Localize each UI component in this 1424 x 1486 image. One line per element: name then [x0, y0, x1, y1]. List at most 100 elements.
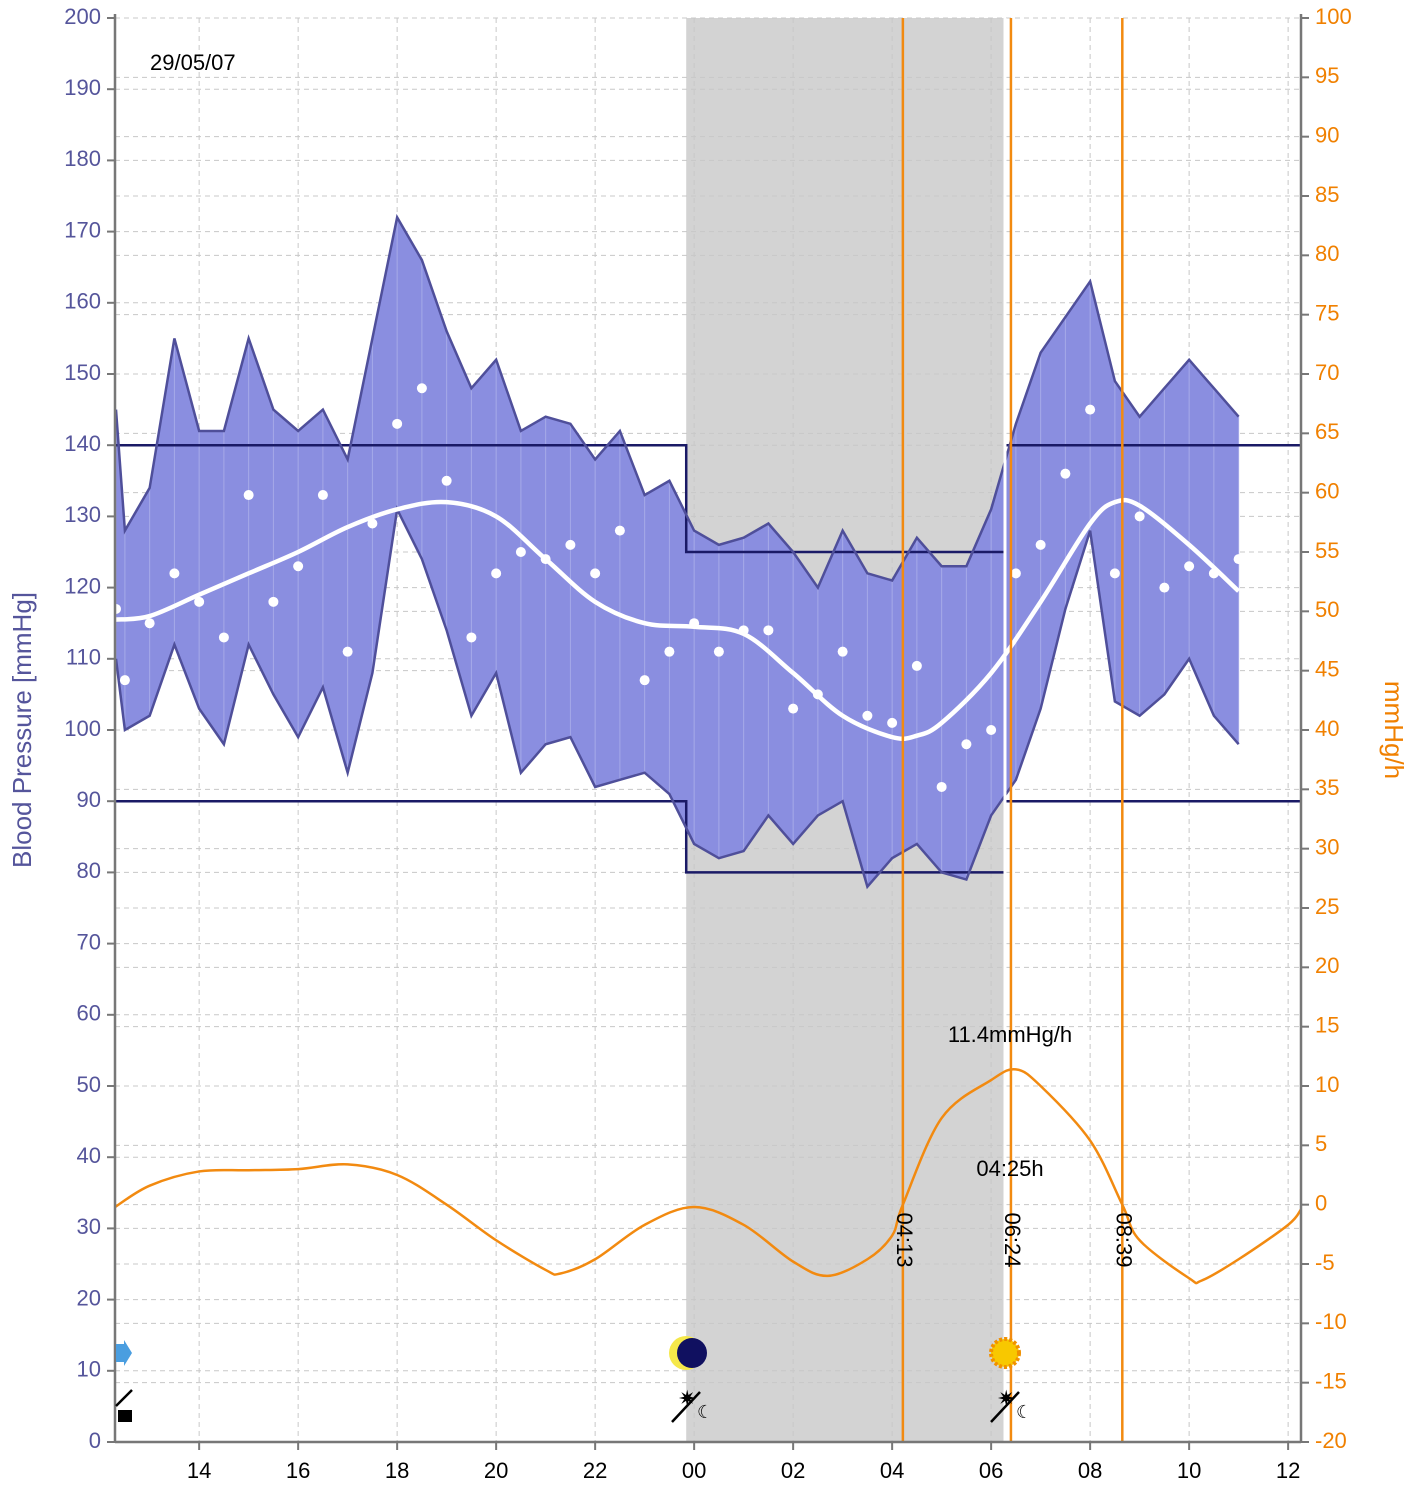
marker-label: 06:24 [1000, 1212, 1025, 1267]
bp-dot [986, 725, 997, 735]
bp-dot [887, 717, 898, 728]
x-tick-label: 02 [781, 1458, 805, 1483]
y-tick-label: 10 [77, 1357, 101, 1382]
sleep-slash [671, 1391, 701, 1423]
moon-icon: ✷ ☾ [669, 1336, 713, 1423]
bp-dot [268, 596, 279, 607]
bp-dot [1184, 561, 1195, 572]
sleep-symbol: ✷ [678, 1386, 696, 1411]
bp-dot [1159, 582, 1170, 593]
y-tick-label: 20 [77, 1285, 101, 1310]
sun-icon: ✷ ☾ [989, 1337, 1032, 1423]
y2-tick-label: 85 [1315, 182, 1339, 207]
y-tick-label: 200 [64, 4, 101, 29]
bp-dot [614, 525, 625, 536]
y-tick-label: 170 [64, 217, 101, 242]
x-tick-label: 22 [583, 1458, 607, 1483]
y2-tick-label: 0 [1315, 1190, 1327, 1215]
wake-symbol: ✷ [997, 1386, 1015, 1411]
y-axis-label: Blood Pressure [mmHg] [7, 592, 37, 868]
bp-dot [367, 518, 378, 529]
bp-dot [515, 547, 526, 557]
y-tick-label: 30 [77, 1214, 101, 1239]
bp-dot [194, 596, 205, 607]
x-tick-label: 12 [1276, 1458, 1300, 1483]
start-icon [115, 1340, 133, 1422]
date-label: 29/05/07 [150, 50, 236, 75]
bp-line [114, 213, 1240, 591]
y2-tick-label: 25 [1315, 894, 1339, 919]
bp-dot [837, 646, 848, 657]
y2-tick-label: 35 [1315, 775, 1339, 800]
bp-dot [936, 781, 947, 792]
y-tick-label: 110 [66, 645, 101, 670]
bp-dot [119, 675, 130, 686]
limit-line [115, 799, 1301, 874]
y-tick-label: 60 [77, 1001, 101, 1026]
bp-line [114, 505, 1240, 890]
bp-dot [317, 490, 328, 501]
y2-tick-label: 60 [1315, 478, 1339, 503]
y-tick-label: 100 [64, 716, 101, 741]
wake-moon: ☾ [1016, 1402, 1032, 1422]
y2-tick-label: 15 [1315, 1012, 1339, 1037]
y2-tick-label: 45 [1315, 656, 1339, 681]
y-tick-label: 180 [64, 146, 101, 171]
bp-dot [1010, 568, 1021, 579]
bp-dot [243, 490, 254, 501]
y2-tick-label: 30 [1315, 834, 1339, 859]
bp-dot [713, 646, 724, 657]
y-tick-label: 150 [64, 360, 101, 385]
x-tick-label: 14 [187, 1458, 211, 1483]
limit-line [115, 443, 1301, 554]
x-tick-label: 16 [286, 1458, 310, 1483]
bp-dot [1085, 404, 1096, 415]
y-tick-label: 160 [64, 289, 101, 314]
y2-tick-label: 65 [1315, 419, 1339, 444]
bp-dot [416, 383, 427, 394]
bp-dot [862, 710, 873, 721]
x-tick-label: 04 [880, 1458, 904, 1483]
bp-dot [911, 660, 922, 671]
y-tick-label: 190 [64, 75, 101, 100]
plot [110, 18, 1303, 1442]
moon-dark [677, 1338, 707, 1368]
x-tick-label: 08 [1078, 1458, 1102, 1483]
y2-tick-label: 100 [1315, 4, 1352, 29]
duration-annotation: 04:25h [976, 1156, 1043, 1181]
start-arrow [116, 1340, 132, 1366]
bp-dot [144, 618, 155, 629]
peak-annotation: 11.4mmHg/h [948, 1022, 1072, 1047]
x-tick-label: 10 [1177, 1458, 1201, 1483]
bp-dot [590, 568, 601, 579]
bp-dot [961, 739, 972, 750]
y-tick-label: 140 [64, 431, 101, 456]
y2-tick-label: -20 [1315, 1428, 1347, 1453]
y2-tick-label: 90 [1315, 122, 1339, 147]
y2-axis-label: mmHg/h [1379, 681, 1409, 779]
y2-tick-label: 75 [1315, 300, 1339, 325]
x-tick-label: 00 [682, 1458, 706, 1483]
x-tick-label: 18 [385, 1458, 409, 1483]
wake-slash [990, 1391, 1020, 1423]
y2-tick-label: -10 [1315, 1309, 1347, 1334]
y2-tick-label: 50 [1315, 597, 1339, 622]
bp-dot [169, 568, 180, 579]
y-tick-label: 130 [64, 502, 101, 527]
y2-tick-label: 95 [1315, 63, 1339, 88]
y2-tick-label: 70 [1315, 360, 1339, 385]
sleep-moon: ☾ [697, 1402, 713, 1422]
y2-tick-label: 20 [1315, 953, 1339, 978]
bp-dot [1035, 539, 1046, 550]
bp-dot [491, 568, 502, 579]
bp-dot [664, 646, 675, 657]
start-square [118, 1410, 132, 1422]
bp-dot [218, 632, 229, 643]
x-tick-label: 06 [979, 1458, 1003, 1483]
bp-dot [639, 675, 650, 686]
bp-dot [1233, 554, 1244, 565]
y2-tick-label: 80 [1315, 241, 1339, 266]
x-tick-label: 20 [484, 1458, 508, 1483]
bp-dot [788, 703, 799, 714]
trend-curve [114, 497, 1241, 742]
